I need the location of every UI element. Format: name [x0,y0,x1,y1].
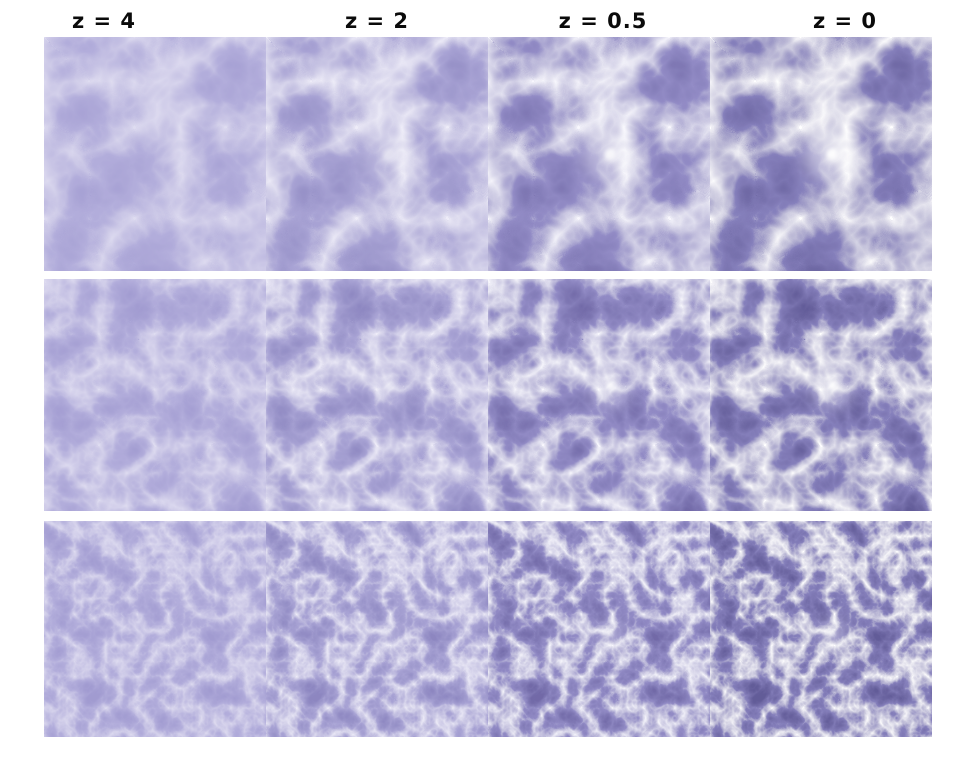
cluster-core [381,147,395,161]
sim-panel-row2-col3 [488,279,710,511]
cosmic-web-texture [44,521,266,737]
cluster-core [383,381,393,390]
cosmic-web-texture [44,37,266,271]
sim-panel-row2-col4 [710,279,932,511]
sim-panel-row1-col1 [44,37,266,271]
sim-panel-row3-col3 [488,521,710,737]
sim-panel-row3-col4 [710,521,932,737]
cluster-core [829,630,836,637]
sim-panel-row3-col2 [266,521,488,737]
redshift-label-z4: z = 4 [71,9,137,33]
redshift-label-z2: z = 2 [344,9,410,33]
sim-panel-row1-col3 [488,37,710,271]
sim-panel-row2-col1 [44,279,266,511]
sim-panel-row1-col2 [266,37,488,271]
cluster-core [605,381,615,390]
cosmic-web-texture [266,521,488,737]
sim-panel-row3-col1 [44,521,266,737]
cluster-core [603,147,617,161]
cluster-core [385,630,392,637]
cluster-core [827,381,837,390]
sim-panel-row2-col2 [266,279,488,511]
cluster-core [607,630,614,637]
redshift-label-z05: z = 0.5 [558,9,648,33]
cosmic-web-texture [488,521,710,737]
cosmic-web-texture [710,521,932,737]
cluster-core [825,147,839,161]
sim-panel-row1-col4 [710,37,932,271]
cosmic-web-texture [44,279,266,511]
redshift-label-z0: z = 0 [812,9,878,33]
